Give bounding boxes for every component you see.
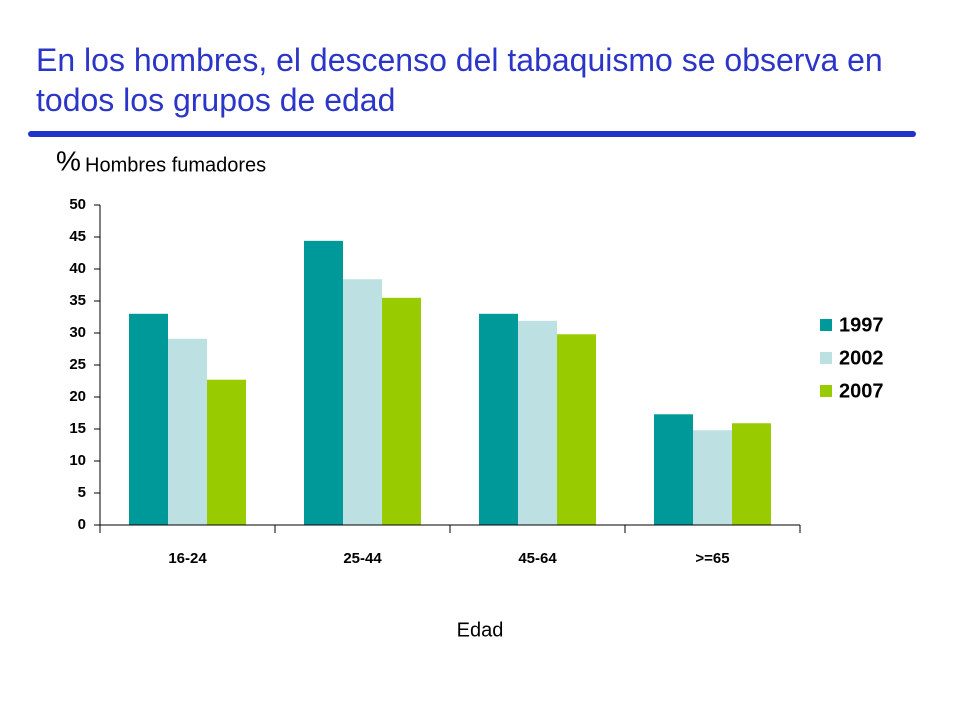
y-tick-label: 20 — [69, 388, 86, 405]
y-axis-label: Hombres fumadores — [85, 154, 266, 176]
bar — [518, 320, 557, 525]
y-unit: % — [56, 145, 81, 176]
bar — [304, 240, 343, 525]
y-tick-label: 50 — [69, 196, 86, 213]
x-tick-label: 16-24 — [168, 550, 207, 567]
y-tick-label: 40 — [69, 260, 86, 277]
bar — [693, 430, 732, 525]
legend-label: 2007 — [839, 380, 884, 402]
y-tick-label: 25 — [69, 356, 86, 373]
x-tick-label: >=65 — [695, 550, 729, 567]
bar — [207, 379, 246, 525]
legend-swatch — [820, 319, 832, 331]
bar — [168, 338, 207, 525]
x-tick-label: 25-44 — [343, 550, 382, 567]
y-tick-label: 30 — [69, 324, 86, 341]
legend-label: 2002 — [839, 347, 884, 369]
bar — [129, 313, 168, 525]
y-tick-label: 5 — [78, 484, 86, 501]
bar — [479, 313, 518, 525]
bar — [343, 279, 382, 525]
bar — [557, 334, 596, 525]
y-tick-label: 35 — [69, 292, 86, 309]
x-tick-label: 45-64 — [518, 550, 557, 567]
x-axis-label: Edad — [457, 619, 504, 641]
y-tick-label: 0 — [78, 516, 86, 533]
legend-label: 1997 — [839, 314, 884, 336]
bar — [732, 423, 771, 525]
legend-swatch — [820, 385, 832, 397]
y-tick-label: 10 — [69, 452, 86, 469]
y-tick-label: 45 — [69, 228, 86, 245]
legend-swatch — [820, 352, 832, 364]
title-rule — [28, 131, 916, 137]
slide-title: En los hombres, el descenso del tabaquis… — [36, 42, 883, 118]
y-tick-label: 15 — [69, 420, 86, 437]
bar — [654, 414, 693, 525]
bar — [382, 297, 421, 525]
